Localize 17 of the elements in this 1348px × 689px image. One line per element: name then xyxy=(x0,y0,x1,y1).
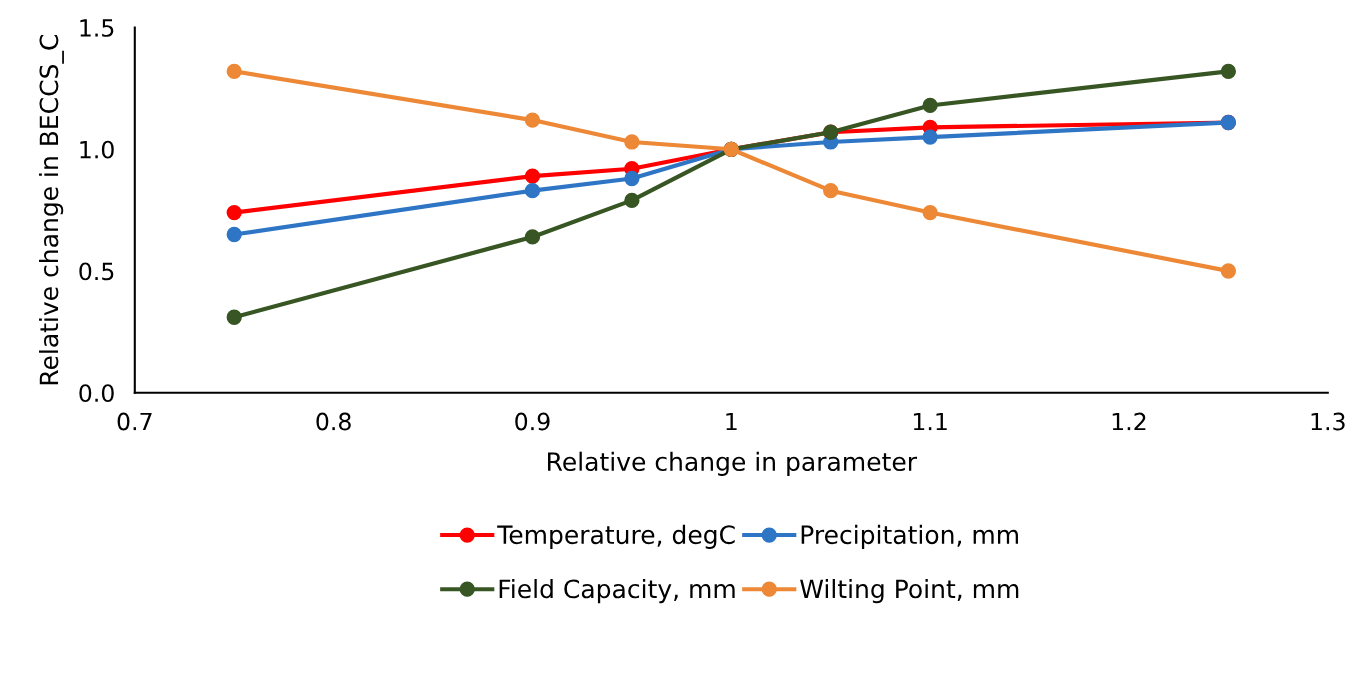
legend-label: Wilting Point, mm xyxy=(800,578,1019,604)
y-tick-label: 0.0 xyxy=(79,384,114,403)
x-axis-title: Relative change in parameter xyxy=(548,451,917,476)
x-tick-label: 1.3 xyxy=(1311,412,1345,431)
x-tick-label: 0.8 xyxy=(316,412,351,431)
legend-label: Field Capacity, mm xyxy=(499,578,735,604)
y-tick-label: 0.5 xyxy=(79,262,114,281)
y-tick-label: 1.0 xyxy=(80,140,114,159)
x-tick-label: 1.2 xyxy=(1112,412,1146,431)
x-tick-label: 1.1 xyxy=(913,412,947,431)
legend-label: Temperature, degC xyxy=(497,524,735,549)
x-tick-label: 0.9 xyxy=(515,412,550,431)
x-tick-label: 0.7 xyxy=(117,412,152,431)
x-tick-label: 1 xyxy=(726,412,737,431)
y-tick-label: 1.5 xyxy=(80,19,114,37)
y-axis-title: Relative change in BECCS_C xyxy=(39,34,64,385)
legend-label: Precipitation, mm xyxy=(801,524,1018,549)
